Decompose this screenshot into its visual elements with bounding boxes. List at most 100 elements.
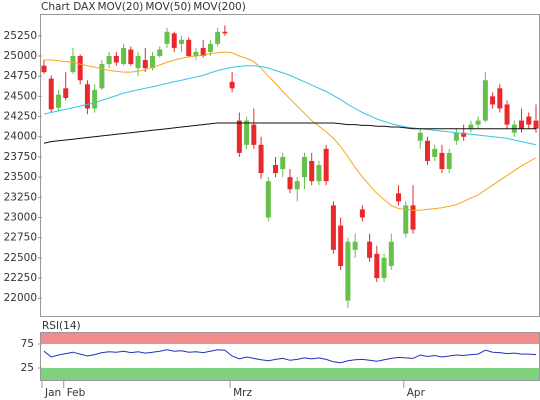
y-tick-label: 22250 [4, 272, 37, 284]
x-tick-label: Jan [44, 387, 61, 399]
candle-body [106, 55, 112, 65]
candle-body [92, 89, 98, 109]
candle-body [424, 140, 430, 161]
rsi-tick-label: 25 [21, 362, 34, 374]
y-tick-label: 24500 [4, 90, 37, 102]
rsi-title: RSI(14) [42, 320, 81, 332]
candle-body [265, 181, 271, 218]
candle-body [121, 47, 127, 65]
candle-body [468, 124, 474, 129]
candle-body [330, 205, 336, 250]
candle-body [490, 96, 496, 105]
rsi-lower-band [40, 368, 539, 380]
candle-body [352, 241, 358, 250]
x-tick-label: Apr [407, 387, 426, 399]
candle-body [251, 124, 257, 145]
y-tick-label: 23500 [4, 171, 37, 183]
candle-body [374, 253, 380, 279]
candle-body [215, 31, 221, 44]
candle-body [482, 80, 488, 121]
candle-body [207, 43, 213, 52]
candle-body [171, 33, 177, 48]
candle-body [236, 120, 242, 153]
candle-body [432, 148, 438, 157]
candle-body [258, 144, 264, 174]
y-tick-label: 22000 [4, 292, 37, 304]
legend-entry: Chart DAX [41, 1, 95, 13]
y-tick-label: 22500 [4, 252, 37, 264]
y-tick-label: 24000 [4, 131, 37, 143]
candle-body [381, 257, 387, 279]
candle-body [222, 31, 228, 34]
candle-body [453, 132, 459, 141]
candle-body [178, 39, 184, 44]
y-tick-label: 25000 [4, 50, 37, 62]
candle-body [526, 116, 532, 125]
candle-body [461, 132, 467, 137]
y-tick-label: 23000 [4, 211, 37, 223]
candle-body [345, 241, 351, 301]
y-tick-label: 25250 [4, 30, 37, 42]
candle-body [439, 152, 445, 170]
moving-average [43, 122, 536, 144]
rsi-upper-band [40, 332, 539, 344]
candle-body [77, 55, 83, 81]
candle-body [142, 60, 148, 69]
candle-body [186, 39, 192, 56]
candle-body [157, 49, 163, 56]
y-tick-label: 23250 [4, 191, 37, 203]
candle-body [533, 120, 539, 129]
candle-body [273, 165, 279, 174]
candle-body [84, 84, 90, 109]
candle-body [403, 205, 409, 234]
y-tick-label: 23750 [4, 151, 37, 163]
candle-body [359, 209, 365, 218]
candle-body [164, 31, 170, 44]
candle-body [287, 177, 293, 190]
candle-body [446, 152, 452, 170]
candle-body [41, 65, 47, 73]
candle-body [229, 81, 235, 89]
rsi-tick-label: 75 [21, 338, 34, 350]
candle-body [135, 55, 141, 69]
y-tick-label: 24250 [4, 111, 37, 123]
candle-body [193, 51, 199, 56]
candle-body [497, 88, 503, 109]
candle-body [417, 132, 423, 141]
candle-body [338, 225, 344, 266]
candle-body [200, 47, 206, 56]
candle-body [113, 55, 119, 63]
candle-body [48, 78, 54, 110]
candle-body [316, 165, 322, 182]
moving-average [43, 65, 537, 146]
candle-body [504, 104, 510, 125]
moving-average [44, 51, 537, 211]
candle-body [309, 160, 315, 182]
candle-body [301, 156, 307, 178]
candle-body [128, 49, 134, 65]
legend-entry: MOV(200) [193, 1, 246, 13]
rsi-line [43, 349, 537, 364]
x-tick-label: Mrz [233, 387, 252, 399]
candle-body [519, 120, 525, 129]
legend-entry: MOV(50) [145, 1, 191, 13]
candle-body [410, 205, 416, 230]
y-tick-label: 24750 [4, 70, 37, 82]
candle-body [280, 156, 286, 170]
candle-body [63, 88, 69, 98]
x-tick-label: Feb [67, 387, 86, 399]
candle-body [396, 193, 402, 202]
candle-body [244, 120, 250, 145]
candle-body [367, 241, 373, 258]
candle-body [99, 64, 105, 89]
candle-body [475, 120, 481, 125]
candle-body [388, 241, 394, 266]
candle-body [323, 148, 329, 182]
candle-body [55, 94, 61, 108]
candle-body [70, 55, 76, 73]
candle-body [150, 55, 156, 69]
y-tick-label: 22750 [4, 232, 37, 244]
legend-entry: MOV(20) [97, 1, 143, 13]
candle-body [294, 181, 300, 190]
